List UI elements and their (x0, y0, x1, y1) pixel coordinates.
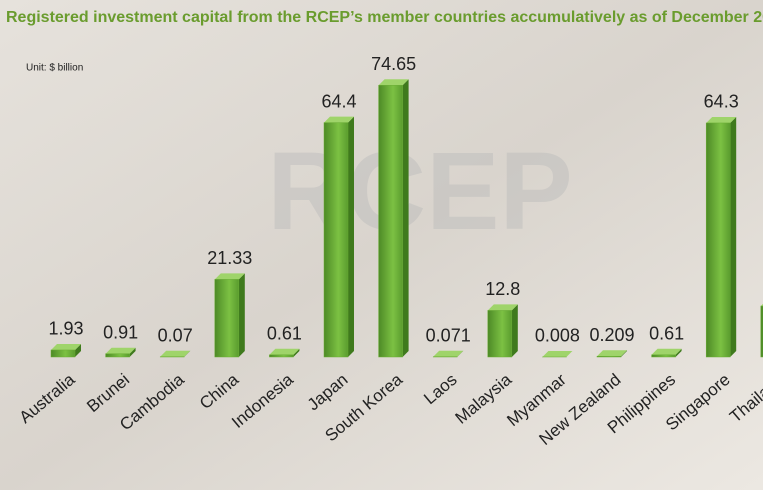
value-label: 0.209 (589, 325, 634, 345)
bar-face (402, 79, 409, 358)
bar-face (675, 348, 682, 357)
bar (214, 273, 245, 358)
bar-face (323, 122, 349, 358)
bar-face (760, 303, 763, 307)
bar (487, 304, 518, 358)
bar (705, 116, 737, 358)
bar-face (50, 349, 76, 358)
bar-face (705, 122, 731, 358)
bar-face (651, 354, 676, 358)
bar-face (566, 350, 573, 357)
bar-face (621, 350, 627, 357)
bar-face (457, 350, 464, 357)
value-label: 0.61 (649, 324, 684, 344)
value-label: 0.61 (267, 324, 302, 344)
bar-face (75, 343, 81, 357)
unit-label: Unit: $ billion (26, 63, 83, 74)
bar-face (487, 310, 513, 358)
value-label: 64.4 (321, 91, 356, 111)
value-label: 0.071 (426, 325, 471, 345)
bar-face (269, 348, 300, 355)
bar (50, 343, 81, 358)
bar (323, 116, 354, 358)
bar-face (214, 273, 245, 280)
bar-face (160, 350, 191, 357)
watermark: RCEP (267, 130, 573, 253)
value-label: 64.3 (704, 92, 739, 112)
value-label: 12.8 (485, 279, 520, 299)
bar-face (105, 353, 130, 358)
bar-face (324, 116, 354, 123)
bar (651, 348, 682, 358)
bar-face (378, 85, 403, 358)
bar-face (378, 79, 409, 86)
value-label: 0.07 (158, 325, 193, 345)
bar (105, 347, 136, 358)
chart-title: Registered investment capital from the R… (6, 9, 763, 26)
bar-face (730, 116, 737, 357)
bar (269, 348, 300, 358)
bar-face (214, 279, 240, 358)
bar-face (651, 348, 682, 355)
bar-face (511, 304, 518, 357)
bar-face (433, 350, 464, 357)
value-label: 1.93 (48, 319, 83, 339)
bar-face (348, 116, 354, 357)
value-label: 0.008 (535, 326, 580, 346)
bar-face (238, 273, 245, 357)
bar (432, 350, 464, 358)
bar-face (269, 354, 294, 358)
bar-face (105, 347, 136, 354)
bar-face (597, 350, 627, 357)
bar (760, 303, 763, 358)
bar (378, 79, 409, 358)
bar-face (542, 350, 573, 357)
value-label: 21.33 (207, 248, 252, 268)
value-label: 74.65 (371, 54, 416, 74)
bar-face (184, 350, 191, 357)
bar-face (129, 347, 136, 357)
bar-face (760, 305, 763, 358)
bar (542, 350, 573, 358)
value-label: 0.91 (103, 322, 138, 342)
bar-face (51, 343, 81, 350)
bar-face (293, 348, 300, 357)
bar-face (596, 355, 622, 358)
bar (596, 350, 627, 358)
bar-face (706, 116, 737, 123)
bar-face (487, 304, 518, 311)
bar (159, 350, 191, 358)
